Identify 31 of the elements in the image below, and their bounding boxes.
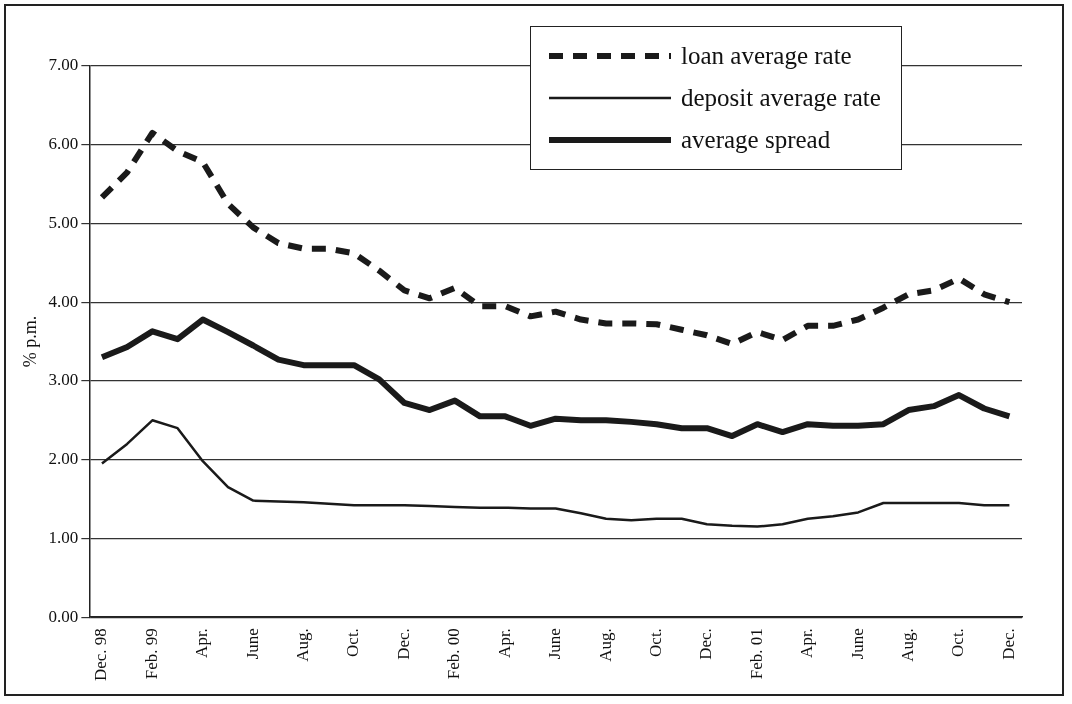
- y-tick-label: 0.00: [48, 606, 79, 626]
- y-tick-label: 3.00: [48, 370, 79, 390]
- y-tick-label: 7.00: [48, 55, 79, 75]
- y-tick-label: 2.00: [48, 449, 79, 469]
- x-tick-label: Feb. 00: [444, 628, 464, 680]
- x-tick-label: Oct.: [645, 628, 665, 657]
- x-tick-label: Aug.: [293, 628, 313, 662]
- x-tick-label: Dec.: [393, 628, 413, 660]
- y-tick-label: 4.00: [48, 291, 79, 311]
- y-axis-title: % p.m.: [19, 315, 40, 368]
- x-tick-label: June: [847, 628, 867, 660]
- x-tick-label: Apr.: [192, 628, 212, 658]
- x-tick-label: Dec.: [998, 628, 1018, 660]
- x-tick-label: June: [242, 628, 262, 660]
- x-tick-label: Feb. 99: [141, 628, 161, 680]
- legend-label: average spread: [681, 126, 831, 154]
- x-tick-label: Feb. 01: [746, 628, 766, 680]
- x-tick-label: Dec.: [696, 628, 716, 660]
- x-tick-label: Aug.: [898, 628, 918, 662]
- y-tick-label: 5.00: [48, 212, 79, 232]
- x-tick-label: Aug.: [595, 628, 615, 662]
- x-tick-label: Apr.: [494, 628, 514, 658]
- x-tick-label: Oct.: [343, 628, 363, 657]
- x-tick-label: Apr.: [797, 628, 817, 658]
- y-tick-label: 6.00: [48, 134, 79, 154]
- legend-label: deposit average rate: [681, 84, 881, 112]
- x-tick-label: Dec. 98: [91, 628, 111, 682]
- x-tick-label: June: [545, 628, 565, 660]
- y-tick-label: 1.00: [48, 527, 79, 547]
- x-tick-label: Oct.: [948, 628, 968, 657]
- legend-label: loan average rate: [681, 42, 852, 70]
